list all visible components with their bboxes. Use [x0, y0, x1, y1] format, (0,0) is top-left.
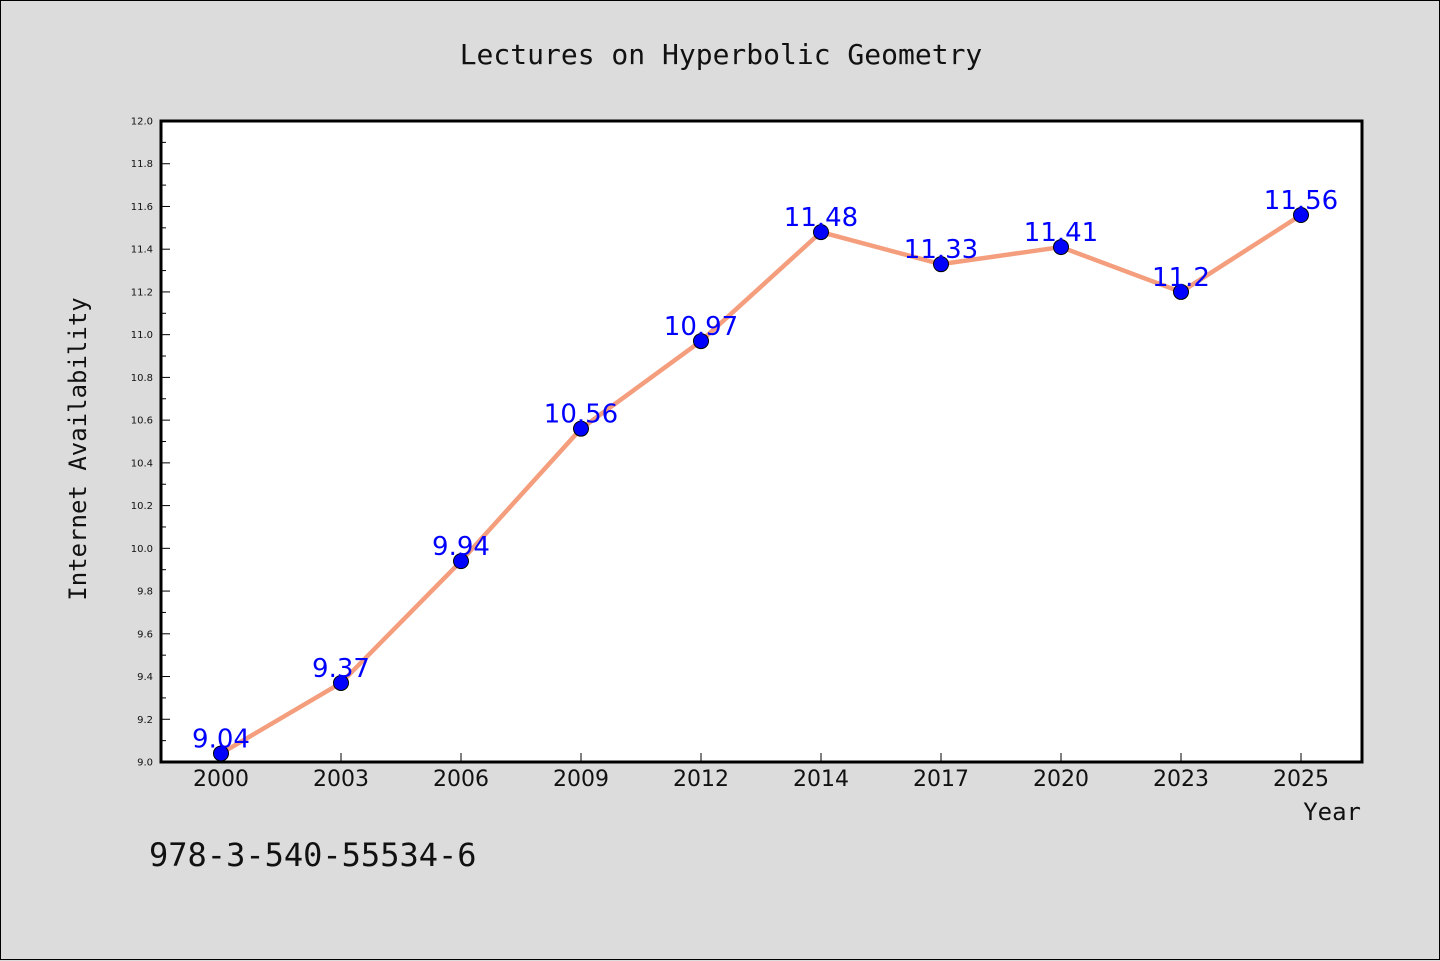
chart-title: Lectures on Hyperbolic Geometry — [460, 38, 983, 71]
y-tick-label: 11.6 — [131, 202, 153, 213]
x-tick-label: 2020 — [1033, 767, 1089, 792]
data-point — [813, 224, 829, 241]
plot-area — [159, 119, 1364, 764]
data-point — [453, 553, 469, 570]
y-tick-label: 10.0 — [131, 544, 153, 555]
data-label: 9.94 — [432, 532, 490, 562]
y-tick-label: 9.0 — [137, 758, 153, 769]
y-tick-label: 10.6 — [131, 416, 153, 427]
data-point — [333, 674, 349, 691]
y-axis: 9.0 9.2 9.4 9.6 9.8 10.0 10.2 10.4 10.6 10.8 11.0 1… — [131, 117, 170, 769]
y-tick-label: 11.0 — [131, 330, 153, 341]
y-tick-label: 11.2 — [131, 287, 153, 298]
series-layer — [213, 207, 1309, 762]
x-tick-label: 2012 — [673, 767, 729, 792]
data-point — [693, 333, 709, 350]
y-tick-label: 12.0 — [131, 117, 153, 128]
isbn-annotation: 978-3-540-55534-6 — [149, 836, 477, 874]
series-line — [219, 213, 1303, 756]
x-tick-label: 2000 — [193, 767, 249, 792]
data-label: 11.48 — [784, 203, 858, 233]
data-label: 9.04 — [192, 724, 250, 754]
x-tick-label: 2014 — [793, 767, 849, 792]
data-point — [1293, 207, 1309, 224]
data-label: 11.2 — [1152, 263, 1210, 293]
y-tick-label: 11.4 — [131, 245, 153, 256]
y-tick-label: 10.4 — [131, 458, 153, 469]
x-tick-label: 2006 — [433, 767, 489, 792]
x-tick-label: 2023 — [1153, 767, 1209, 792]
data-label: 11.56 — [1264, 186, 1338, 216]
data-point — [933, 256, 949, 273]
y-tick-label: 9.6 — [137, 629, 153, 640]
x-axis: 2000 2003 2006 2009 2012 2014 2017 2020 2023 2025 — [193, 753, 1329, 792]
x-tick-label: 2003 — [313, 767, 369, 792]
data-label: 9.37 — [312, 654, 370, 684]
x-tick-label: 2009 — [553, 767, 609, 792]
data-label: 11.41 — [1024, 218, 1098, 248]
data-point — [1053, 239, 1069, 256]
x-tick-label: 2025 — [1273, 767, 1329, 792]
y-axis-label: Internet Availability — [64, 297, 92, 600]
data-label: 10.97 — [664, 312, 738, 342]
y-tick-label: 9.2 — [137, 715, 153, 726]
y-tick-label: 9.8 — [137, 587, 153, 598]
x-tick-label: 2017 — [913, 767, 969, 792]
data-point — [573, 420, 589, 437]
y-tick-label: 10.2 — [131, 501, 153, 512]
x-axis-label: Year — [1303, 798, 1361, 826]
y-tick-label: 9.4 — [137, 672, 153, 683]
y-tick-label: 10.8 — [131, 373, 153, 384]
data-point — [213, 745, 229, 762]
data-label: 11.33 — [904, 235, 978, 265]
data-point — [1173, 283, 1189, 300]
data-label: 10.56 — [544, 400, 618, 430]
y-tick-label: 11.8 — [131, 159, 153, 170]
data-labels: 9.04 9.37 9.94 10.56 10.97 11.48 11.33 11.41 11.… — [192, 186, 1338, 754]
